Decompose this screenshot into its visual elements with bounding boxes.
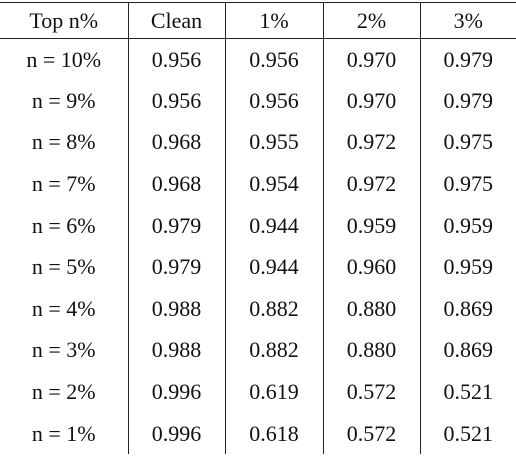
value-cell: 0.956 — [127, 80, 225, 122]
row-label: n = 3% — [31, 337, 96, 363]
table-row: n = 6% 0.979 0.944 0.959 0.959 — [0, 204, 516, 247]
table-header: Top n% Clean 1% 2% 3% — [0, 2, 516, 39]
value-cell: 0.959 — [322, 204, 420, 247]
value-cell: 0.979 — [127, 246, 225, 289]
value-cell: 0.972 — [322, 163, 420, 205]
value-cell: 0.944 — [224, 246, 323, 289]
value-cell: 0.955 — [224, 121, 323, 164]
header-cell: Top n% — [29, 7, 99, 33]
row-label: n = 7% — [31, 171, 96, 197]
value-cell: 0.959 — [419, 204, 516, 247]
value-cell: 0.968 — [127, 163, 225, 205]
value-cell: 0.954 — [224, 163, 323, 205]
header-cell: 2% — [322, 2, 420, 39]
row-label: n = 10% — [26, 46, 102, 72]
value-cell: 0.972 — [322, 121, 420, 164]
value-cell: 0.618 — [224, 412, 323, 455]
table-row: n = 3% 0.988 0.882 0.880 0.869 — [0, 329, 516, 372]
value-cell: 0.960 — [322, 246, 420, 289]
row-label: n = 9% — [31, 87, 96, 113]
table-row: n = 4% 0.988 0.882 0.880 0.869 — [0, 288, 516, 330]
value-cell: 0.956 — [224, 80, 323, 122]
header-cell: 1% — [224, 2, 323, 39]
value-cell: 0.979 — [127, 204, 225, 247]
value-cell: 0.521 — [419, 371, 516, 413]
value-cell: 0.959 — [419, 246, 516, 289]
value-cell: 0.880 — [322, 329, 420, 372]
table-row: n = 2% 0.996 0.619 0.572 0.521 — [0, 371, 516, 413]
value-cell: 0.882 — [224, 288, 323, 330]
value-cell: 0.970 — [322, 80, 420, 122]
value-cell: 0.970 — [322, 38, 420, 81]
table-row: n = 10% 0.956 0.956 0.970 0.979 — [0, 38, 516, 81]
row-label: n = 6% — [31, 212, 96, 238]
value-cell: 0.975 — [419, 121, 516, 164]
header-cell: 3% — [419, 2, 516, 39]
row-label: n = 5% — [31, 254, 96, 280]
value-cell: 0.944 — [224, 204, 323, 247]
row-label: n = 8% — [31, 129, 96, 155]
value-cell: 0.572 — [322, 371, 420, 413]
header-row: Top n% Clean 1% 2% 3% — [0, 2, 516, 39]
value-cell: 0.869 — [419, 288, 516, 330]
table-row: n = 5% 0.979 0.944 0.960 0.959 — [0, 246, 516, 289]
row-label: n = 1% — [31, 420, 96, 446]
value-cell: 0.619 — [224, 371, 323, 413]
value-cell: 0.521 — [419, 412, 516, 455]
table-row: n = 9% 0.956 0.956 0.970 0.979 — [0, 80, 516, 122]
value-cell: 0.979 — [419, 38, 516, 81]
value-cell: 0.975 — [419, 163, 516, 205]
value-cell: 0.956 — [224, 38, 323, 81]
value-cell: 0.968 — [127, 121, 225, 164]
value-cell: 0.572 — [322, 412, 420, 455]
value-cell: 0.956 — [127, 38, 225, 81]
value-cell: 0.979 — [419, 80, 516, 122]
value-cell: 0.988 — [127, 288, 225, 330]
table-row: n = 1% 0.996 0.618 0.572 0.521 — [0, 412, 516, 455]
row-label: n = 2% — [31, 379, 96, 405]
value-cell: 0.996 — [127, 371, 225, 413]
value-cell: 0.996 — [127, 412, 225, 455]
value-cell: 0.880 — [322, 288, 420, 330]
value-cell: 0.882 — [224, 329, 323, 372]
table-row: n = 8% 0.968 0.955 0.972 0.975 — [0, 121, 516, 164]
table-body: n = 10% 0.956 0.956 0.970 0.979 n = 9% 0.956 0.… — [0, 38, 516, 455]
value-cell: 0.869 — [419, 329, 516, 372]
value-cell: 0.988 — [127, 329, 225, 372]
table-row: n = 7% 0.968 0.954 0.972 0.975 — [0, 163, 516, 205]
header-cell: Clean — [127, 2, 225, 39]
row-label: n = 4% — [31, 295, 96, 321]
